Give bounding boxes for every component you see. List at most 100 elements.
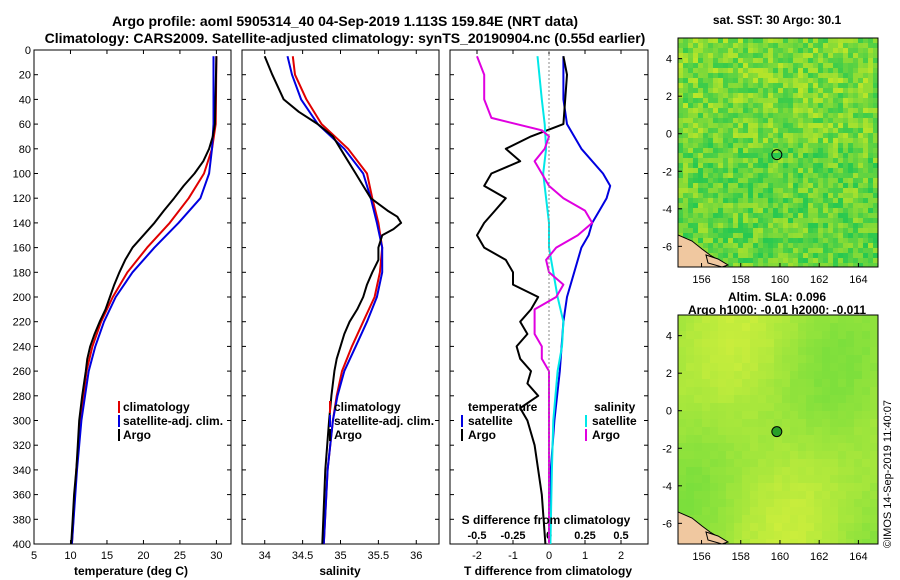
map-pixel	[793, 183, 798, 188]
map-pixel	[858, 258, 863, 263]
map-pixel	[853, 228, 858, 233]
map-pixel	[863, 223, 868, 228]
map-pixel	[803, 138, 808, 143]
map-pixel	[738, 73, 743, 78]
map-pixel	[702, 339, 710, 347]
map-pixel	[748, 228, 753, 233]
map-pixel	[853, 83, 858, 88]
map-pixel	[750, 523, 758, 531]
map-pixel	[868, 243, 873, 248]
map-pixel	[818, 198, 823, 203]
map-pixel	[708, 183, 713, 188]
map-pixel	[718, 73, 723, 78]
map-pixel	[733, 243, 738, 248]
map-pixel	[723, 183, 728, 188]
map-pixel	[693, 43, 698, 48]
map-pixel	[758, 53, 763, 58]
map-pixel	[713, 153, 718, 158]
map-pixel	[723, 243, 728, 248]
map-pixel	[774, 443, 782, 451]
map-pixel	[766, 443, 774, 451]
map-pixel	[693, 53, 698, 58]
map-pixel	[858, 133, 863, 138]
map-pixel	[708, 128, 713, 133]
map-pixel	[813, 183, 818, 188]
map-pixel	[818, 83, 823, 88]
map-pixel	[863, 228, 868, 233]
map-pixel	[708, 88, 713, 93]
map-pixel	[723, 108, 728, 113]
map-pixel	[803, 118, 808, 123]
depth-tick-label: 260	[13, 366, 31, 378]
map-pixel	[830, 355, 838, 363]
map-pixel	[743, 98, 748, 103]
map-pixel	[798, 459, 806, 467]
map-pixel	[793, 218, 798, 223]
map-pixel	[838, 88, 843, 93]
map-pixel	[753, 188, 758, 193]
map-pixel	[733, 118, 738, 123]
salinity-xtick-label: 35	[334, 550, 346, 562]
map-pixel	[693, 158, 698, 163]
map-pixel	[790, 467, 798, 475]
map-pixel	[703, 73, 708, 78]
map-pixel	[766, 459, 774, 467]
map-pixel	[873, 218, 878, 223]
map-pixel	[678, 475, 686, 483]
map-pixel	[798, 371, 806, 379]
argo-position-marker	[771, 149, 783, 161]
map-pixel	[823, 248, 828, 253]
map-pixel	[766, 379, 774, 387]
map-pixel	[783, 58, 788, 63]
map-pixel	[813, 123, 818, 128]
map-pixel	[748, 38, 753, 43]
map-pixel	[748, 188, 753, 193]
map-pixel	[723, 88, 728, 93]
map-pixel	[708, 178, 713, 183]
map-pixel	[783, 248, 788, 253]
map-pixel	[788, 48, 793, 53]
map-pixel	[763, 68, 768, 73]
map-pixel	[833, 233, 838, 238]
map-pixel	[683, 198, 688, 203]
map-pixel	[773, 38, 778, 43]
map-pixel	[713, 248, 718, 253]
map-pixel	[718, 243, 723, 248]
map-pixel	[734, 339, 742, 347]
map-pixel	[793, 178, 798, 183]
map-pixel	[838, 331, 846, 339]
map-pixel	[808, 253, 813, 258]
map-pixel	[823, 188, 828, 193]
map-pixel	[733, 178, 738, 183]
map-pixel	[808, 133, 813, 138]
map-pixel	[694, 315, 702, 323]
map-pixel	[748, 68, 753, 73]
map-pixel	[763, 53, 768, 58]
map-pixel	[793, 208, 798, 213]
map-pixel	[803, 38, 808, 43]
map-pixel	[718, 248, 723, 253]
map-pixel	[686, 435, 694, 443]
map-pixel	[848, 193, 853, 198]
map-pixel	[838, 118, 843, 123]
map-pixel	[768, 253, 773, 258]
map-pixel	[738, 193, 743, 198]
map-pixel	[693, 178, 698, 183]
map-pixel	[693, 183, 698, 188]
map-pixel	[838, 467, 846, 475]
map-pixel	[823, 103, 828, 108]
map-pixel	[793, 188, 798, 193]
map-pixel	[868, 48, 873, 53]
map-pixel	[838, 168, 843, 173]
map-pixel	[686, 323, 694, 331]
map-pixel	[678, 198, 683, 203]
map-pixel	[793, 263, 798, 267]
map-pixel	[793, 123, 798, 128]
map-pixel	[863, 128, 868, 133]
map-pixel	[833, 158, 838, 163]
map-pixel	[854, 515, 862, 523]
map-pixel	[778, 253, 783, 258]
map-pixel	[758, 83, 763, 88]
map-pixel	[793, 228, 798, 233]
map-pixel	[774, 531, 782, 539]
